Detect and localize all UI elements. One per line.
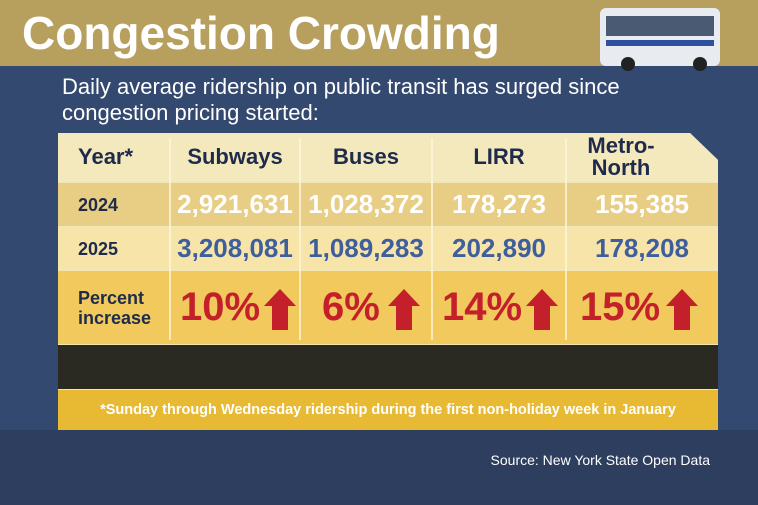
- cell: 2,921,631: [177, 189, 293, 219]
- row-label: 2024: [78, 194, 119, 215]
- footnote-bar: [58, 390, 718, 430]
- title: Congestion Crowding: [22, 7, 500, 59]
- column-header: Buses: [332, 144, 400, 169]
- bus-icon: [600, 8, 720, 71]
- column-header: Year*: [78, 144, 134, 169]
- row-2024: [58, 183, 718, 226]
- cell: 3,208,081: [177, 233, 293, 263]
- cell: 178,273: [452, 189, 546, 219]
- cell: 178,208: [595, 233, 689, 263]
- column-header: Metro-North: [587, 133, 655, 180]
- street: [0, 430, 758, 505]
- column-dividers: [169, 138, 567, 340]
- cell: 1,089,283: [308, 233, 424, 263]
- subtitle: Daily average ridership on public transi…: [62, 74, 620, 125]
- column-header: Subways: [187, 144, 283, 169]
- dark-band: [58, 345, 718, 389]
- percent: 14%: [442, 285, 523, 329]
- up-arrows: [264, 289, 698, 330]
- row-percent: [58, 271, 718, 344]
- percent: 6%: [322, 285, 380, 329]
- percent: 10%: [180, 285, 261, 329]
- header-row: [58, 133, 718, 181]
- cell: 1,028,372: [308, 189, 424, 219]
- row-label: 2025: [78, 238, 119, 259]
- footnote: *Sunday through Wednesday ridership duri…: [100, 402, 676, 418]
- percent: 15%: [580, 285, 661, 329]
- cell: 202,890: [452, 233, 546, 263]
- row-label: Percent increase: [78, 287, 152, 328]
- cell: 155,385: [595, 189, 689, 219]
- row-2025: [58, 228, 718, 269]
- source: Source: New York State Open Data: [490, 452, 710, 468]
- column-header: LIRR: [473, 144, 525, 169]
